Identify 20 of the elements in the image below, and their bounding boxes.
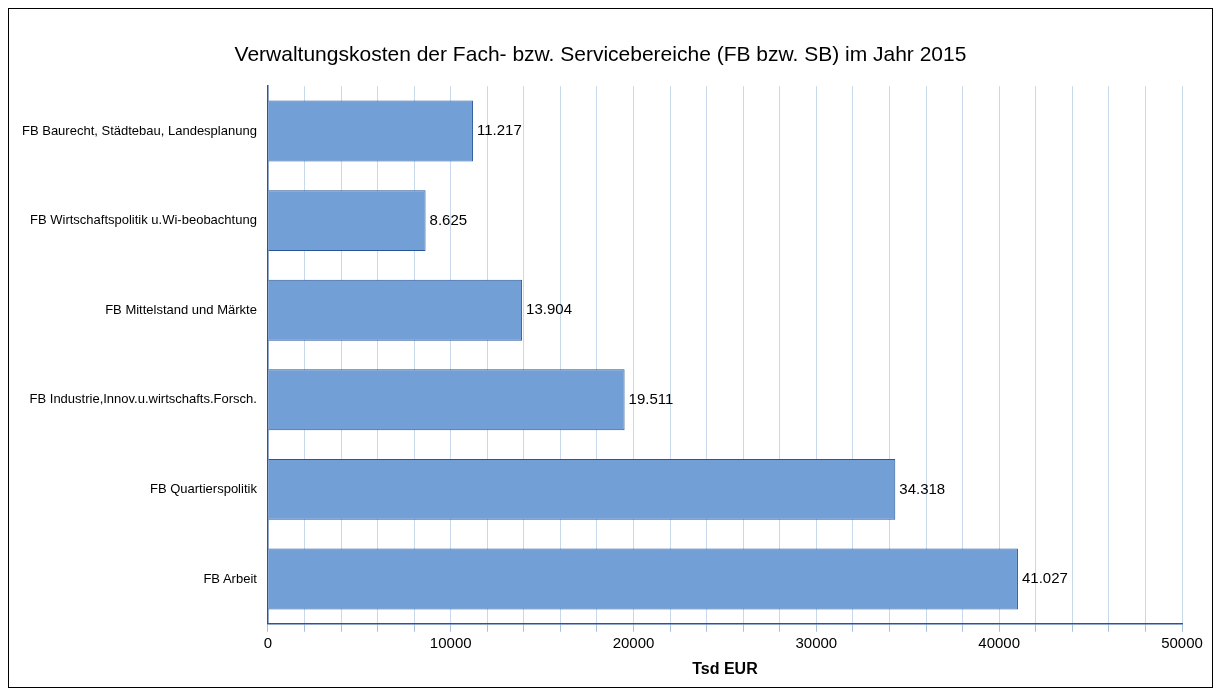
data-label: 13.904 [526, 300, 572, 318]
x-axis-title: Tsd EUR [692, 659, 759, 677]
x-tick-label: 40000 [978, 633, 1021, 651]
x-tick-label: 20000 [612, 633, 655, 651]
y-tick-label: FB Arbeit [203, 570, 258, 586]
chart-title: Verwaltungskosten der Fach- bzw. Servicebereiche (FB bzw. SB) im Jahr 2015 [234, 42, 967, 66]
y-tick-label: FB Wirtschaftspolitik u.Wi-beobachtung [30, 212, 257, 228]
x-tick-label: 50000 [1161, 633, 1203, 651]
data-label: 11.217 [476, 121, 522, 139]
x-tick-label: 0 [263, 633, 273, 651]
x-tick-label: 30000 [795, 633, 838, 651]
x-tick-label: 10000 [429, 633, 472, 651]
data-label: 8.625 [429, 210, 468, 228]
y-tick-label: FB Quartierspolitik [149, 480, 258, 496]
data-label: 19.511 [628, 389, 674, 407]
y-tick-label: FB Mittelstand und Märkte [105, 301, 257, 317]
data-label: 34.318 [899, 479, 946, 497]
data-label: 41.027 [1021, 569, 1068, 587]
y-tick-label: FB Baurecht, Städtebau, Landesplanung [21, 122, 257, 138]
y-tick-label: FB Industrie,Innov.u.wirtschafts.Forsch. [29, 391, 257, 407]
